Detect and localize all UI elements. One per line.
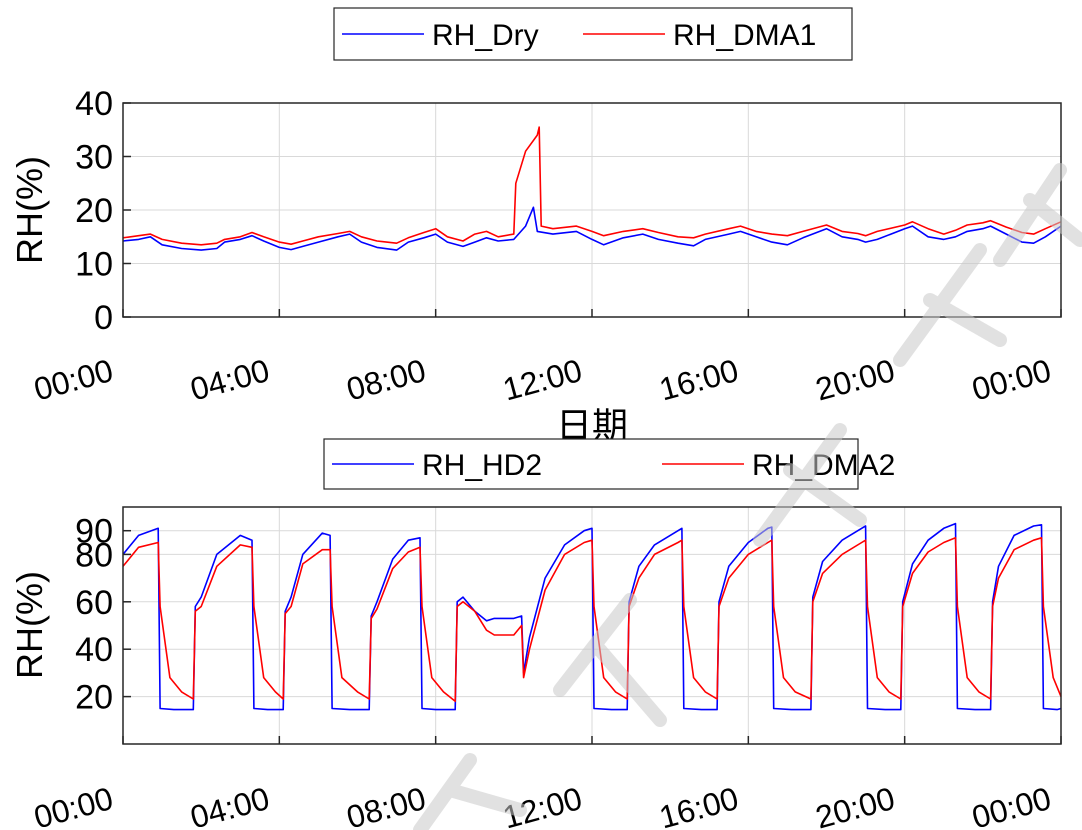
y-tick-label: 80 — [75, 536, 113, 574]
x-tick-label: 00:00 — [968, 780, 1055, 830]
x-tick-label: 20:00 — [812, 352, 899, 407]
x-tick-label: 08:00 — [343, 352, 430, 407]
y-tick-label: 40 — [75, 631, 113, 669]
y-tick-label: 90 — [75, 513, 113, 551]
y-tick-label: 60 — [75, 584, 113, 622]
y-tick-label: 20 — [75, 679, 113, 717]
legend-label: RH_HD2 — [422, 449, 542, 482]
chart-panel-1: 0 10 20 30 40 00:00 04:00 08:00 12:00 16:00 20:00 0… — [9, 85, 1062, 446]
legend-label: RH_DMA2 — [752, 449, 895, 482]
x-tick-label: 12:00 — [499, 780, 586, 830]
series-line-RH_DMA1 — [122, 126, 1062, 246]
x-tick-label: 00:00 — [30, 780, 117, 830]
y-tick-label: 0 — [94, 299, 113, 337]
x-tick-label: 12:00 — [499, 352, 586, 407]
x-tick-label: 00:00 — [968, 352, 1055, 407]
x-tick-label: 16:00 — [655, 352, 742, 407]
x-tick-label: 04:00 — [186, 780, 273, 830]
x-tick-label: 04:00 — [186, 352, 273, 407]
legend-2: RH_HD2 RH_DMA2 — [323, 438, 895, 490]
x-tick-label: 08:00 — [343, 780, 430, 830]
y-tick-label: 40 — [75, 85, 113, 123]
x-tick-label: 16:00 — [655, 780, 742, 830]
y-tick-label: 30 — [75, 139, 113, 177]
y-axis-label: RH(%) — [9, 571, 50, 679]
y-axis-label: RH(%) — [9, 156, 50, 264]
x-tick-label: 20:00 — [812, 780, 899, 830]
y-tick-label: 20 — [75, 192, 113, 230]
x-tick-label: 00:00 — [30, 352, 117, 407]
legend-label: RH_DMA1 — [673, 19, 816, 52]
legend-1: RH_Dry RH_DMA1 — [333, 7, 853, 61]
y-tick-label: 10 — [75, 246, 113, 284]
legend-label: RH_Dry — [432, 19, 539, 52]
series-line-RH_Dry — [122, 206, 1062, 251]
